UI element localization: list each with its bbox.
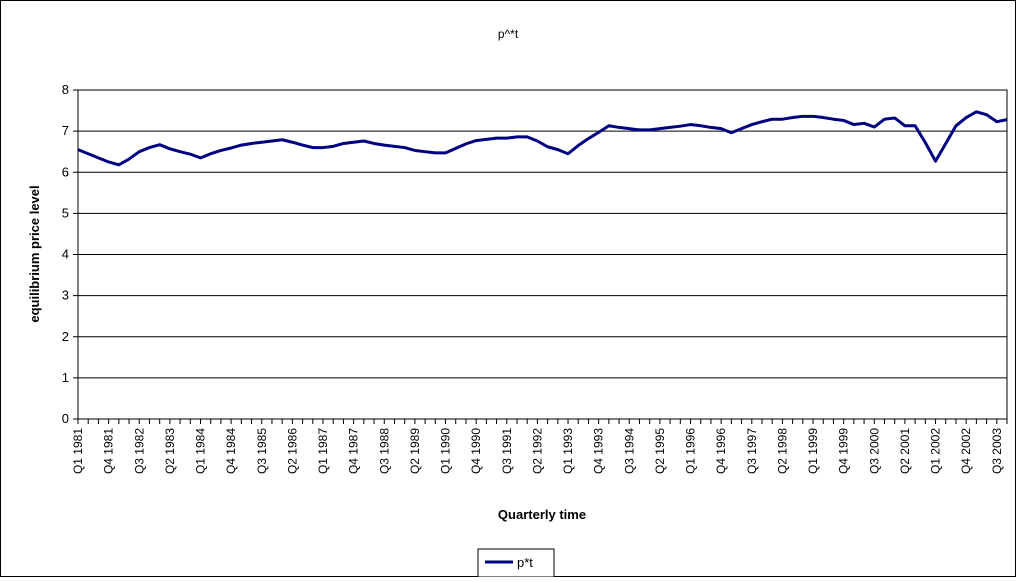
x-tick-label: Q3 1997 [745,428,759,474]
x-tick-label: Q1 1987 [316,428,330,474]
y-tick-label: 8 [62,82,69,97]
x-tick-label: Q3 2003 [990,428,1004,474]
x-tick-label: Q1 1981 [71,428,85,474]
x-tick-label: Q4 2002 [959,428,973,474]
x-tick-label: Q1 1996 [684,428,698,474]
y-tick-label: 3 [62,288,69,303]
x-tick-label: Q4 1993 [592,428,606,474]
y-tick-label: 5 [62,205,69,220]
x-tick-label: Q4 1990 [469,428,483,474]
y-tick-label: 0 [62,411,69,426]
x-tick-label: Q2 1989 [408,428,422,474]
x-tick-label: Q2 1983 [163,428,177,474]
x-axis-label: Quarterly time [498,507,586,522]
legend: p*t [478,549,554,577]
y-tick-label: 7 [62,123,69,138]
x-tick-label: Q1 1984 [194,428,208,474]
x-tick-label: Q1 2002 [929,428,943,474]
y-tick-label: 2 [62,329,69,344]
x-tick-label: Q1 1990 [439,428,453,474]
x-tick-label: Q3 1985 [255,428,269,474]
chart-title: p^*t [498,27,519,41]
x-tick-label: Q3 2000 [867,428,881,474]
x-tick-label: Q4 1987 [347,428,361,474]
x-tick-label: Q4 1981 [102,428,116,474]
x-tick-label: Q4 1996 [714,428,728,474]
x-tick-label: Q2 1998 [775,428,789,474]
x-tick-label: Q4 1999 [837,428,851,474]
x-tick-label: Q1 1993 [561,428,575,474]
x-tick-label: Q4 1984 [224,428,238,474]
y-tick-label: 1 [62,370,69,385]
y-tick-label: 4 [62,247,69,262]
x-tick-label: Q3 1994 [622,428,636,474]
x-tick-label: Q2 1992 [530,428,544,474]
legend-label: p*t [517,555,533,570]
x-tick-label: Q2 2001 [898,428,912,474]
x-tick-label: Q3 1982 [132,428,146,474]
x-tick-label: Q2 1995 [653,428,667,474]
y-axis-label: equilibrium price level [27,185,42,322]
y-tick-label: 6 [62,164,69,179]
x-tick-label: Q2 1986 [285,428,299,474]
x-tick-label: Q3 1991 [500,428,514,474]
x-tick-label: Q3 1988 [377,428,391,474]
x-tick-label: Q1 1999 [806,428,820,474]
